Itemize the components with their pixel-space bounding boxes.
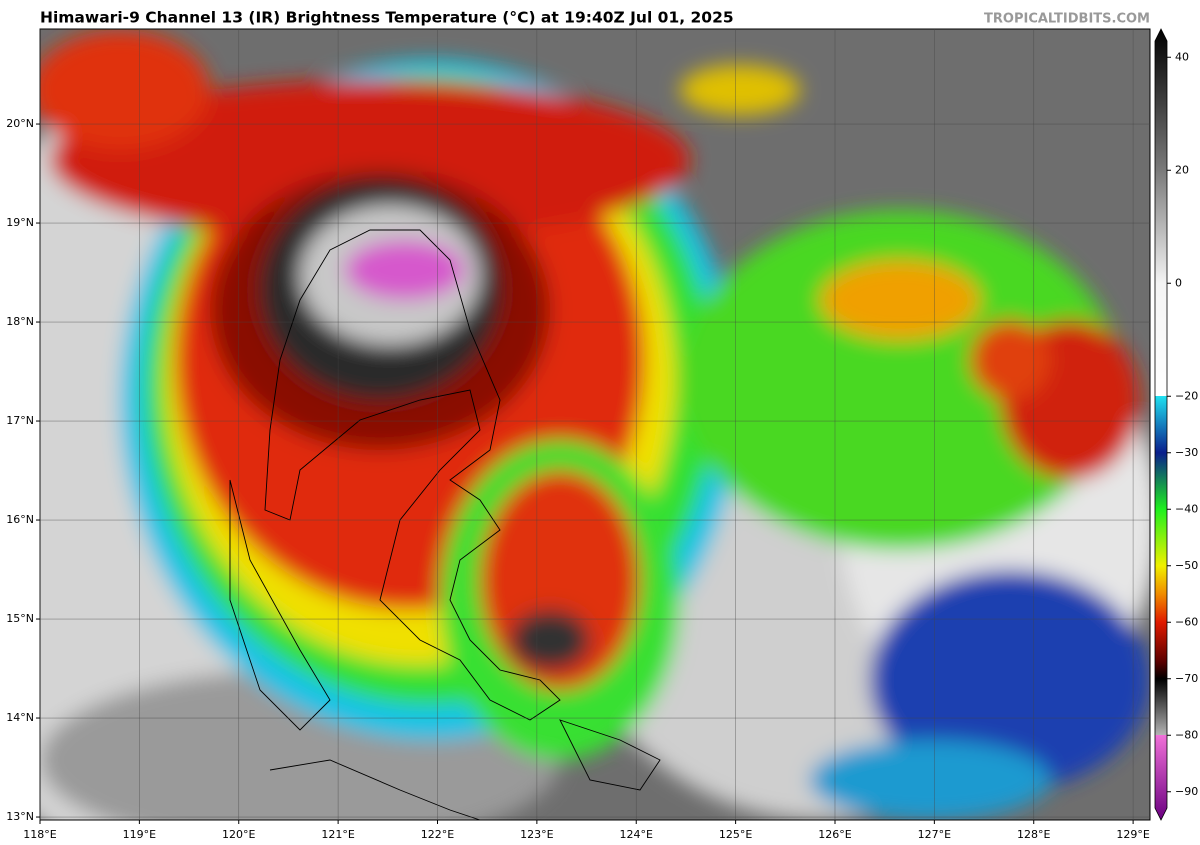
x-tick-label: 118°E [23, 828, 56, 841]
cloud-region [680, 210, 1120, 550]
colorbar-tick-label: −80 [1175, 728, 1198, 741]
colorbar-tick-label: −20 [1175, 389, 1198, 402]
x-tick-label: 129°E [1116, 828, 1149, 841]
coastline [269, 759, 481, 820]
x-tick-label: 123°E [520, 828, 553, 841]
cloud-region [970, 320, 1050, 400]
colorbar-tick-label: −60 [1175, 615, 1198, 628]
y-tick-label: 20°N [6, 117, 34, 130]
colorbar-tick-label: −90 [1175, 785, 1198, 798]
x-tick-label: 126°E [818, 828, 851, 841]
coastline [229, 479, 331, 731]
colorbar-tick-label: 40 [1175, 50, 1189, 63]
y-tick-label: 18°N [6, 315, 34, 328]
colorbar-tick-label: −40 [1175, 502, 1198, 515]
y-tick-label: 13°N [6, 810, 34, 823]
coastline [559, 719, 661, 791]
colorbar-tick-label: 20 [1175, 163, 1189, 176]
x-tick-label: 122°E [421, 828, 454, 841]
x-tick-label: 120°E [222, 828, 255, 841]
cloud-region [820, 260, 980, 340]
imagery [40, 29, 1150, 820]
x-tick-label: 121°E [321, 828, 354, 841]
x-tick-label: 128°E [1017, 828, 1050, 841]
x-tick-label: 119°E [123, 828, 156, 841]
source: TROPICALTIDBITS.COM [984, 12, 1150, 27]
y-tick-label: 19°N [6, 216, 34, 229]
colorbar-tick-label: 0 [1175, 276, 1182, 289]
colorbar-tick-label: −30 [1175, 446, 1198, 459]
y-tick-label: 16°N [6, 513, 34, 526]
y-tick-label: 15°N [6, 612, 34, 625]
title: Himawari-9 Channel 13 (IR) Brightness Te… [40, 9, 734, 27]
y-tick-label: 14°N [6, 711, 34, 724]
cloud-region [40, 30, 210, 150]
cloud-region [510, 610, 590, 670]
colorbar-tick-label: −70 [1175, 672, 1198, 685]
cloud-region [870, 570, 1150, 790]
colorbar-tick-label: −50 [1175, 559, 1198, 572]
cloud-region [810, 740, 1050, 820]
cloud-region [680, 65, 800, 115]
colorbar [1154, 28, 1168, 821]
y-tick-label: 17°N [6, 414, 34, 427]
x-tick-label: 125°E [719, 828, 752, 841]
cloud-region [345, 240, 465, 300]
x-tick-label: 127°E [918, 828, 951, 841]
cloud-field [40, 30, 1150, 820]
cloud-region [50, 80, 690, 240]
coastline [264, 229, 561, 721]
x-tick-label: 124°E [620, 828, 653, 841]
